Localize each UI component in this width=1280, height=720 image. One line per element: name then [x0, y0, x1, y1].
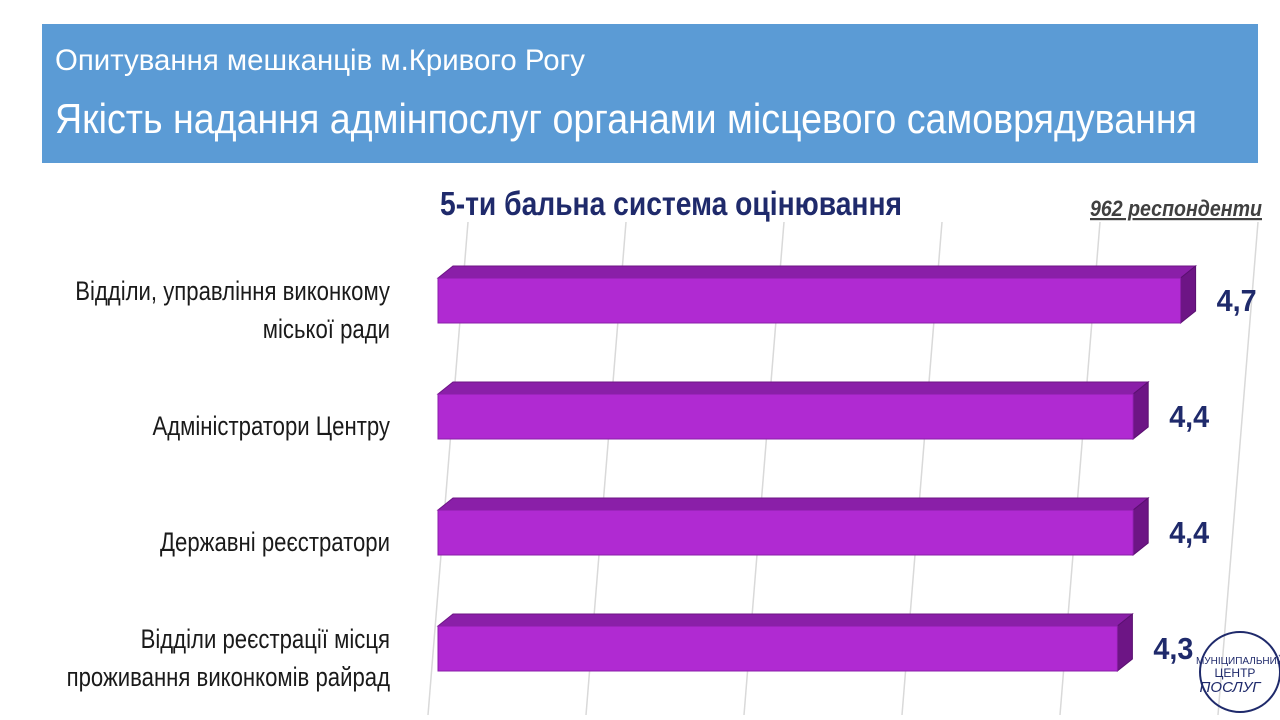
bar [437, 509, 1134, 556]
header-band [42, 24, 1258, 163]
chart-title: 5-ти бальна система оцінювання [440, 185, 902, 222]
value-label: 4,4 [1169, 515, 1210, 550]
header-title: Якість надання адмінпослуг органами місц… [55, 95, 1197, 142]
grid-line [1217, 221, 1259, 716]
bar [437, 277, 1182, 324]
category-label: Адміністратори Центру [152, 411, 390, 441]
logo-text: МУНІЦИПАЛЬНИЙ [1196, 654, 1280, 667]
logo-text: ПОСЛУГ [1200, 679, 1263, 696]
bar-top [436, 497, 1150, 511]
annotation: 962 респонденти [1090, 196, 1262, 221]
bar-top [436, 381, 1150, 395]
bar [437, 625, 1118, 672]
bar [437, 393, 1134, 440]
value-label: 4,3 [1153, 631, 1193, 666]
header-subtitle: Опитування мешканців м.Кривого Рогу [55, 44, 585, 77]
category-label: Державні реєстратори [160, 527, 390, 557]
bar-top [436, 613, 1134, 627]
value-label: 4,7 [1217, 283, 1257, 318]
logo-text: ЦЕНТР [1215, 666, 1256, 680]
logo: МУНІЦИПАЛЬНИЙ ЦЕНТР ПОСЛУГ [1196, 631, 1280, 713]
category-label: Відділи, управління виконкому міської ра… [75, 276, 390, 344]
value-label: 4,4 [1169, 399, 1210, 434]
category-label: Відділи реєстрації місця проживання вико… [66, 624, 391, 692]
logo-ring [1199, 631, 1280, 713]
bar-top [436, 265, 1198, 279]
